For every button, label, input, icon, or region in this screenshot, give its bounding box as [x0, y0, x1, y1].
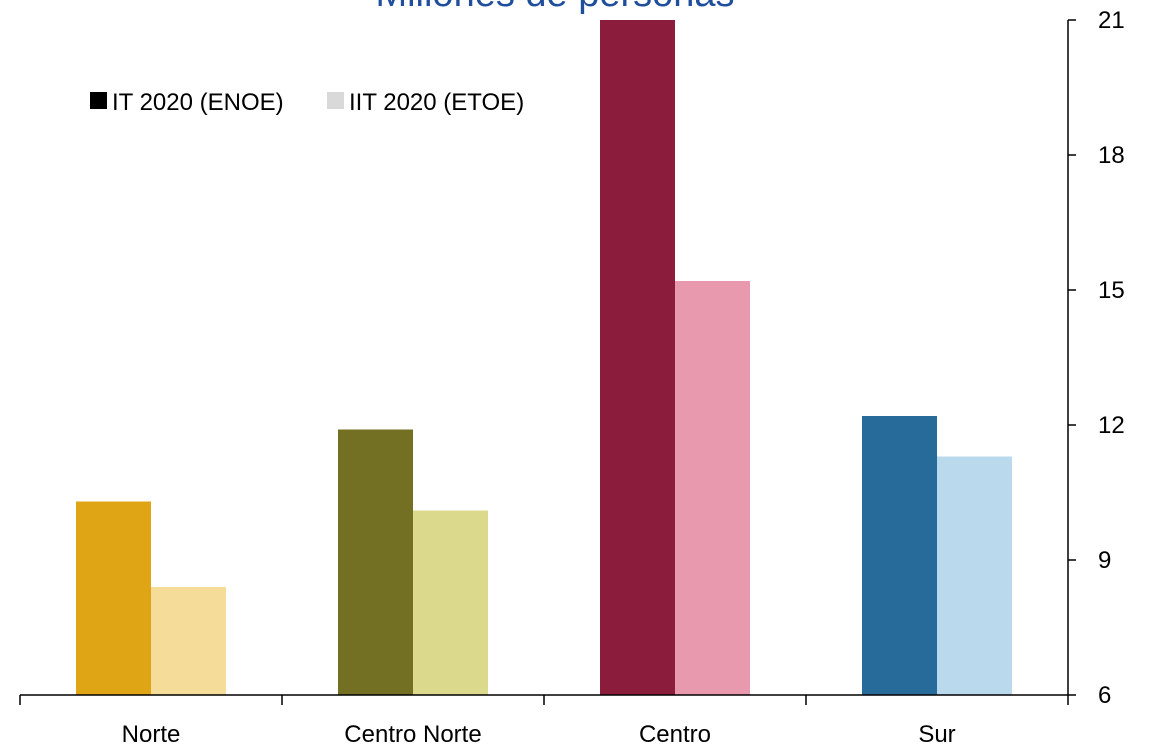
- bar-centro-series-1: [600, 20, 675, 695]
- bars-layer: [76, 20, 1012, 695]
- bar-norte-series-2: [151, 587, 226, 695]
- x-tick-label: Norte: [122, 721, 181, 748]
- categories-layer: Norte Centro Norte Centro Sur: [122, 721, 956, 748]
- legend-swatch-it-2020: [90, 92, 107, 109]
- legend-swatch-iit-2020: [327, 92, 344, 109]
- ticks-layer: 6 9 12 15 18 21: [19, 7, 1125, 709]
- legend: IT 2020 (ENOE) IIT 2020 (ETOE): [90, 89, 524, 116]
- bar-centro-norte-series-2: [413, 510, 488, 695]
- x-tick-label: Sur: [918, 721, 955, 748]
- y-tick-label: 21: [1098, 7, 1125, 34]
- y-tick-label: 15: [1098, 277, 1125, 304]
- x-tick-label: Centro: [639, 721, 711, 748]
- chart-title: Millones de personas: [375, 0, 734, 15]
- legend-label-iit-2020: IIT 2020 (ETOE): [349, 89, 524, 116]
- x-tick-label: Centro Norte: [344, 721, 481, 748]
- legend-label-it-2020: IT 2020 (ENOE): [112, 89, 284, 116]
- bar-centro-norte-series-1: [338, 429, 413, 695]
- bar-sur-series-1: [862, 416, 937, 695]
- y-tick-label: 9: [1098, 547, 1111, 574]
- y-tick-label: 18: [1098, 142, 1125, 169]
- bar-sur-series-2: [937, 456, 1012, 695]
- y-tick-label: 6: [1098, 682, 1111, 709]
- y-tick-label: 12: [1098, 412, 1125, 439]
- bar-norte-series-1: [76, 501, 151, 695]
- bar-centro-series-2: [675, 281, 750, 695]
